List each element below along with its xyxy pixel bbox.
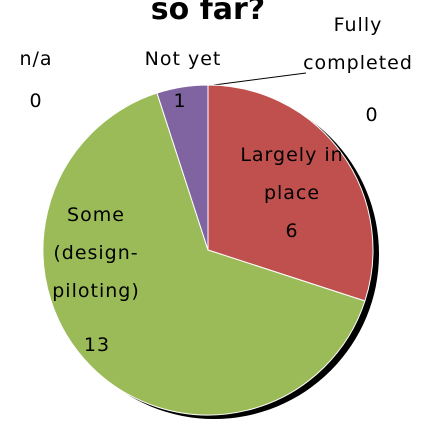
pie-slice [156, 84, 209, 251]
slice-value: 13 [83, 334, 111, 356]
slice-value: 1 [173, 90, 187, 112]
chart-title: so far? [150, 0, 266, 27]
slice-label: Largely in place [240, 144, 344, 204]
slice-value: 6 [285, 220, 299, 242]
slice-label: Not yet [144, 48, 222, 70]
leader-line [213, 72, 307, 86]
slice-value: 0 [29, 90, 43, 112]
slice-label: n/a [19, 48, 53, 70]
slice-value: 0 [365, 104, 379, 126]
pie-slice [42, 92, 366, 416]
slice-label: Some (design-piloting) [52, 204, 140, 302]
pie-slice [207, 84, 374, 302]
slice-label: Fully completed [303, 14, 413, 74]
